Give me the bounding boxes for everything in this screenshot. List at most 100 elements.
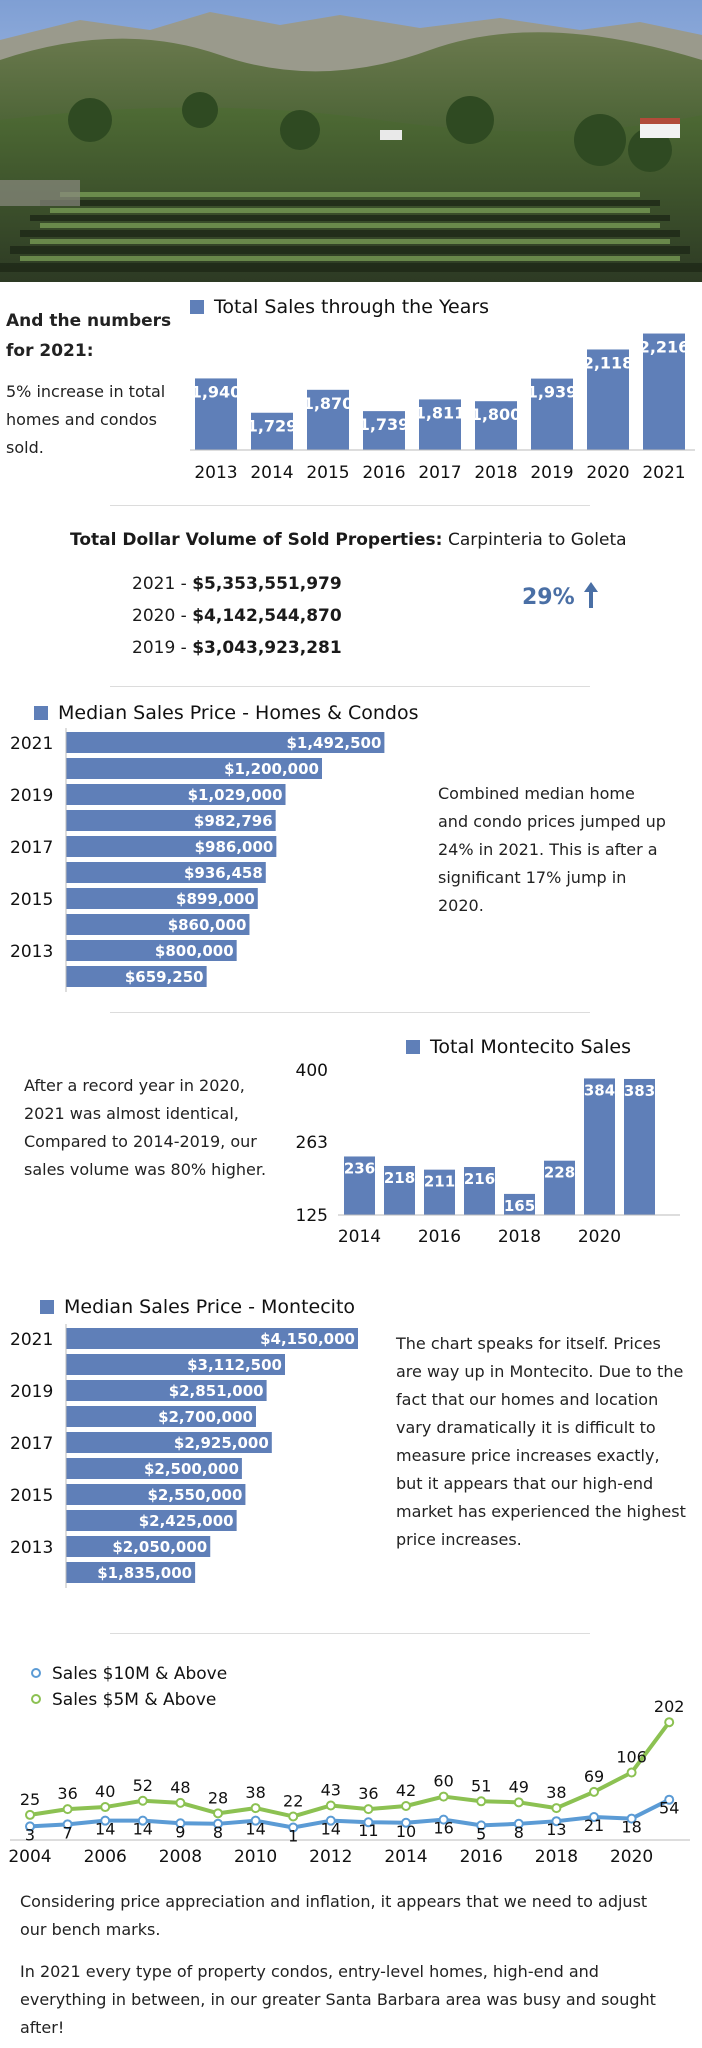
median-homes-bar	[66, 966, 207, 987]
line-x-tick: 2018	[535, 1847, 578, 1867]
line-data-label: 8	[514, 1823, 524, 1842]
median-homes-legend-label: Median Sales Price - Homes & Condos	[58, 702, 419, 724]
median-montecito-data-label: $2,500,000	[144, 1460, 239, 1478]
line-point	[175, 1818, 186, 1829]
line-point	[250, 1803, 261, 1814]
line-legend-10m-label: Sales $10M & Above	[52, 1664, 228, 1684]
total-sales-legend-label: Total Sales through the Years	[214, 296, 490, 318]
volume-row-2021: 2021 - $5,353,551,979	[132, 574, 342, 594]
line-data-label: 25	[20, 1790, 40, 1809]
median-montecito-bar	[66, 1458, 242, 1479]
total-sales-x-tick: 2015	[306, 463, 349, 483]
median-montecito-y-tick: 2019	[10, 1382, 53, 1402]
total-sales-data-label: 1,811	[415, 403, 466, 422]
montecito-sales-note: After a record year in 2020, 2021 was al…	[24, 1076, 267, 1179]
line-data-label: 14	[321, 1820, 341, 1839]
line-data-label: 11	[358, 1821, 378, 1840]
line-data-label: 52	[133, 1776, 153, 1795]
legend-swatch	[190, 300, 204, 314]
montecito-sales-data-label: 383	[624, 1082, 655, 1100]
line-data-label: 7	[63, 1823, 73, 1842]
volume-year: 2021	[132, 574, 176, 594]
montecito-sales-x-tick: 2020	[578, 1227, 621, 1247]
line-point	[363, 1817, 374, 1828]
legend-swatch	[406, 1040, 420, 1054]
total-sales-legend: Total Sales through the Years	[190, 296, 489, 318]
line-data-label: 42	[396, 1781, 416, 1800]
total-sales-bar	[587, 349, 629, 450]
montecito-sales-y-tick: 125	[296, 1206, 328, 1226]
median-homes-bar	[66, 784, 286, 805]
total-sales-bar	[307, 389, 349, 450]
line-point	[513, 1818, 524, 1829]
montecito-sales-bar	[424, 1169, 455, 1215]
median-homes-y-tick: 2019	[10, 786, 53, 806]
median-montecito-data-label: $3,112,500	[187, 1356, 282, 1374]
montecito-sales-chart: 400 263 125 236 218 211 216 165 228 384 383 2014 201…	[296, 1061, 680, 1247]
line-point	[250, 1815, 261, 1826]
volume-amount: $4,142,544,870	[192, 606, 342, 626]
line-data-label: 3	[25, 1825, 35, 1844]
line-x-tick: 2014	[384, 1847, 427, 1867]
montecito-sales-y-tick: 263	[296, 1133, 328, 1153]
line-point	[25, 1809, 35, 1820]
luxury-sales-line-chart: 3 7 14 14 9 8 14 1 14 11 10 16 5 8 13 21 18 54 25 36 40 52 48 2…	[8, 1700, 690, 1867]
montecito-sales-data-label: 384	[584, 1081, 615, 1099]
total-sales-data-label: 1,729	[247, 417, 298, 436]
line-data-label: 5	[476, 1824, 486, 1843]
median-homes-bar	[66, 914, 250, 935]
median-homes-bar	[66, 732, 385, 753]
line-point	[551, 1816, 562, 1827]
median-homes-data-label: $1,492,500	[286, 734, 381, 752]
line-x-tick: 2012	[309, 1847, 352, 1867]
volume-region: Carpinteria to Goleta	[448, 530, 627, 550]
line-point	[137, 1795, 148, 1806]
total-sales-bar	[643, 333, 685, 450]
volume-title: Total Dollar Volume of Sold Properties:	[70, 530, 443, 550]
line-point	[213, 1808, 223, 1819]
line-point	[137, 1815, 148, 1826]
montecito-sales-x-tick: 2018	[498, 1227, 541, 1247]
median-montecito-bar	[66, 1510, 237, 1531]
line-x-tick: 2004	[8, 1847, 51, 1867]
line-x-tick: 2008	[159, 1847, 202, 1867]
line-point	[325, 1815, 336, 1826]
montecito-sales-y-tick: 400	[296, 1061, 328, 1081]
montecito-sales-legend-label: Total Montecito Sales	[430, 1036, 632, 1058]
total-sales-data-label: 2,118	[583, 353, 634, 372]
line-point	[401, 1817, 411, 1828]
median-montecito-y-tick: 2017	[10, 1434, 53, 1454]
divider	[110, 686, 590, 687]
line-point	[213, 1818, 223, 1829]
median-homes-data-label: $982,796	[194, 812, 273, 830]
line-x-tick: 2020	[610, 1847, 653, 1867]
median-montecito-chart: $4,150,000 $3,112,500 $2,851,000 $2,700,000…	[10, 1324, 358, 1588]
montecito-sales-data-label: 218	[384, 1169, 415, 1187]
line-x-tick: 2006	[84, 1847, 127, 1867]
median-homes-bar	[66, 862, 266, 883]
legend-swatch	[40, 1300, 54, 1314]
montecito-sales-data-label: 216	[464, 1170, 495, 1188]
montecito-sales-bar	[464, 1167, 495, 1215]
total-sales-x-tick: 2013	[194, 463, 237, 483]
median-homes-bar	[66, 888, 258, 909]
line-data-label: 18	[621, 1818, 641, 1837]
median-homes-data-label: $899,000	[176, 890, 255, 908]
median-homes-data-label: $800,000	[155, 942, 234, 960]
line-data-label: 69	[584, 1767, 604, 1786]
total-sales-data-label: 1,800	[471, 405, 522, 424]
line-point	[62, 1804, 73, 1815]
arrow-up-icon	[584, 582, 599, 608]
line-point	[476, 1820, 487, 1831]
median-montecito-bar	[66, 1562, 196, 1583]
line-legend-10m: Sales $10M & Above	[30, 1664, 227, 1684]
total-sales-bar	[251, 412, 293, 450]
line-point	[25, 1821, 35, 1832]
divider	[110, 1012, 590, 1013]
total-sales-bar	[531, 378, 573, 450]
montecito-sales-x-tick: 2014	[338, 1227, 381, 1247]
median-montecito-data-label: $2,700,000	[158, 1408, 253, 1426]
line-legend-5m-label: Sales $5M & Above	[52, 1690, 217, 1710]
median-homes-data-label: $936,458	[184, 864, 263, 882]
line-point	[626, 1767, 637, 1778]
